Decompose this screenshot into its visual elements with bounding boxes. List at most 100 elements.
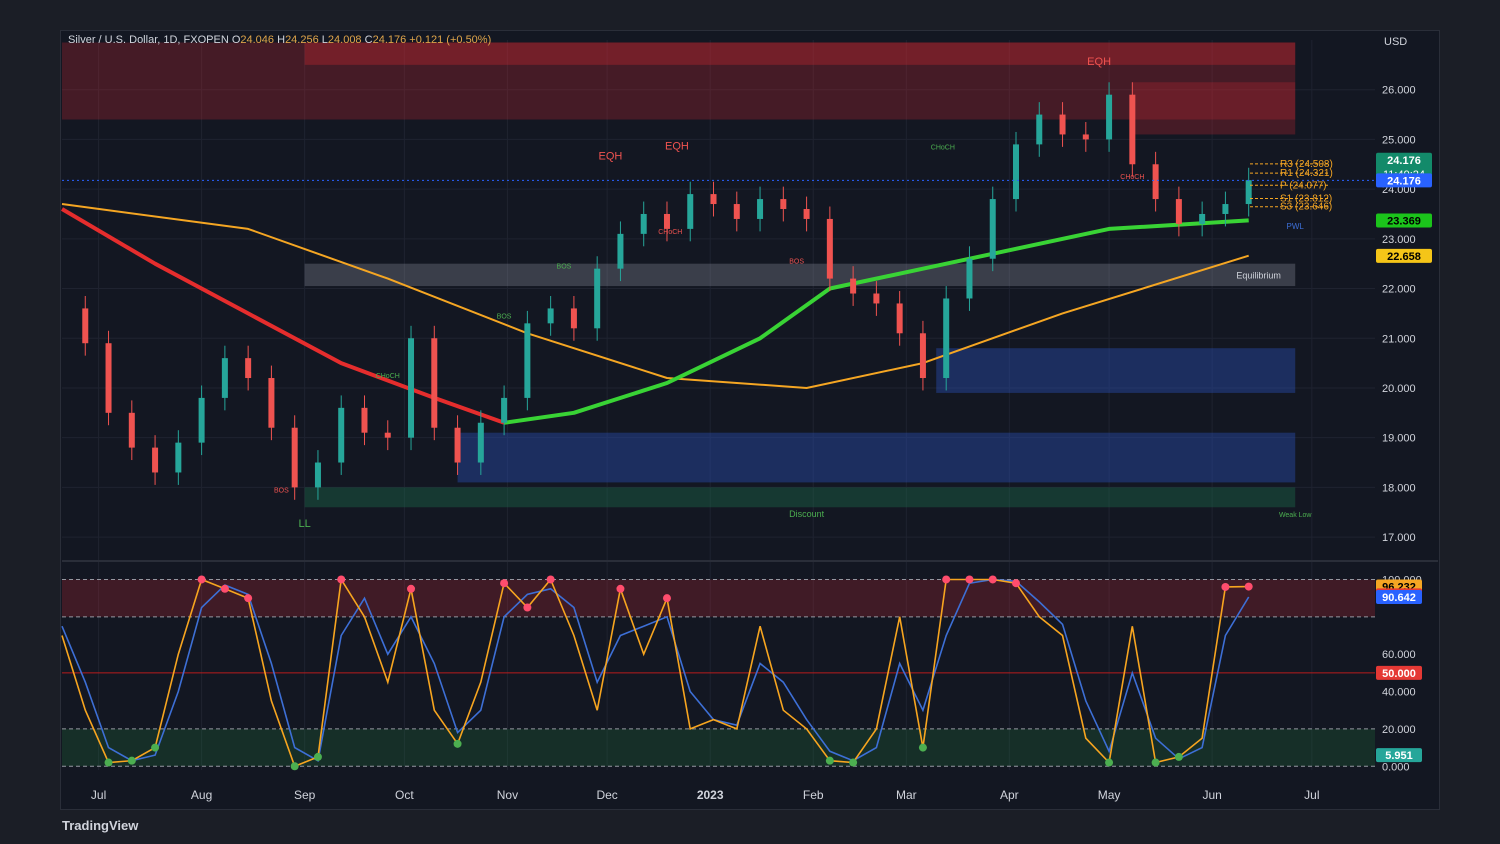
price-tick-label-3: 23.000 bbox=[1382, 234, 1416, 246]
close-value: 24.176 bbox=[372, 34, 407, 46]
pivot-label-2: P (24.077) bbox=[1280, 180, 1327, 191]
structure-label-15: PWL bbox=[1287, 222, 1305, 231]
open-label: O bbox=[231, 34, 241, 46]
osc-tick-label-3: 20.000 bbox=[1382, 724, 1416, 736]
structure-label-6: BOS bbox=[557, 264, 572, 271]
stoch-signal-dot-3 bbox=[127, 756, 136, 765]
zone-equilibrium-3 bbox=[304, 263, 1296, 287]
high-label: H bbox=[277, 34, 286, 46]
structure-label-5: CHoCH bbox=[658, 229, 682, 236]
pivot-label-3: S1 (23.812) bbox=[1280, 193, 1332, 204]
currency-label: USD bbox=[1384, 36, 1407, 48]
symbol-title: Silver / U.S. Dollar, 1D, FXOPEN bbox=[68, 34, 229, 46]
low-label: L bbox=[321, 34, 328, 46]
price-badge-2 bbox=[1376, 213, 1432, 228]
candle-body-4 bbox=[152, 447, 159, 473]
stoch-signal-dot-33 bbox=[825, 756, 834, 765]
stoch-signal-dot-34 bbox=[849, 758, 858, 767]
time-tick-label-2: Sep bbox=[294, 788, 316, 802]
stoch-signal-dot-7 bbox=[220, 584, 229, 593]
price-badge-3 bbox=[1376, 248, 1432, 263]
candle-body-26 bbox=[663, 213, 670, 229]
candle-body-20 bbox=[524, 323, 531, 398]
zone-demand-4 bbox=[936, 348, 1296, 393]
structure-label-0: EQH bbox=[1087, 56, 1111, 68]
osc-tick-label-4: 0.000 bbox=[1382, 761, 1410, 773]
time-tick-label-4: Nov bbox=[497, 788, 518, 802]
osc-badge-3 bbox=[1376, 665, 1422, 680]
candle-body-43 bbox=[1059, 114, 1066, 135]
candle-body-23 bbox=[594, 268, 601, 329]
candle-body-34 bbox=[850, 278, 857, 294]
close-label: C bbox=[364, 34, 373, 46]
stoch-signal-dot-41 bbox=[1012, 579, 1021, 588]
stoch-signal-dot-8 bbox=[244, 594, 253, 603]
open-value: 24.046 bbox=[240, 34, 275, 46]
stoch-signal-dot-37 bbox=[918, 743, 927, 752]
price-tick-label-0: 26.000 bbox=[1382, 85, 1416, 97]
pivot-label-4: S3 (23.646) bbox=[1280, 202, 1332, 213]
candle-body-15 bbox=[408, 338, 415, 438]
structure-label-1: EQH bbox=[599, 150, 623, 162]
stoch-signal-dot-26 bbox=[662, 594, 671, 603]
candle-body-19 bbox=[501, 397, 508, 423]
candle-body-49 bbox=[1199, 213, 1206, 224]
osc-badge-2 bbox=[1376, 589, 1422, 604]
candle-body-9 bbox=[268, 378, 275, 428]
candle-body-3 bbox=[128, 412, 135, 448]
change-value: +0.121 (+0.50%) bbox=[409, 34, 492, 46]
candle-body-7 bbox=[221, 358, 228, 398]
candle-body-50 bbox=[1222, 204, 1229, 214]
candle-body-18 bbox=[477, 422, 484, 463]
tradingview-logo[interactable]: TradingView bbox=[62, 818, 138, 833]
stoch-signal-dot-11 bbox=[313, 752, 322, 761]
candle-body-32 bbox=[803, 209, 810, 219]
pivot-label-0: R3 (24.508) bbox=[1280, 159, 1333, 170]
price-badge-text-2: 23.369 bbox=[1387, 215, 1421, 227]
structure-label-14: Equilibrium bbox=[1236, 271, 1281, 281]
stoch-signal-dot-4 bbox=[151, 743, 160, 752]
chart-frame[interactable] bbox=[60, 30, 1440, 810]
price-badge-text-1: 24.176 bbox=[1387, 175, 1421, 187]
candle-body-28 bbox=[710, 194, 717, 205]
price-tick-label-8: 18.000 bbox=[1382, 482, 1416, 494]
candle-body-44 bbox=[1082, 134, 1089, 140]
candle-body-25 bbox=[640, 213, 647, 234]
stoch-signal-dot-39 bbox=[965, 575, 974, 584]
osc-tick-label-2: 40.000 bbox=[1382, 687, 1416, 699]
candle-body-46 bbox=[1129, 94, 1136, 165]
slow-moving-average-line bbox=[61, 203, 1249, 389]
price-tick-label-6: 20.000 bbox=[1382, 383, 1416, 395]
symbol-legend[interactable]: Silver / U.S. Dollar, 1D, FXOPEN O24.046… bbox=[68, 34, 491, 46]
stoch-signal-dot-24 bbox=[616, 584, 625, 593]
time-tick-label-11: Jun bbox=[1202, 788, 1221, 802]
candle-body-31 bbox=[780, 199, 787, 210]
stoch-signal-dot-20 bbox=[523, 603, 532, 612]
stoch-signal-dot-6 bbox=[197, 575, 206, 584]
candle-body-21 bbox=[547, 308, 554, 324]
candle-body-17 bbox=[454, 427, 461, 463]
candle-body-16 bbox=[431, 338, 438, 428]
candle-body-37 bbox=[919, 333, 926, 379]
structure-label-2: EQH bbox=[665, 140, 689, 152]
candle-body-47 bbox=[1152, 164, 1159, 200]
low-value: 24.008 bbox=[327, 34, 362, 46]
structure-label-8: BOS bbox=[497, 313, 512, 320]
candle-body-41 bbox=[1013, 144, 1020, 200]
stoch-signal-dot-15 bbox=[407, 584, 416, 593]
structure-label-11: LL bbox=[299, 518, 311, 530]
candle-body-6 bbox=[198, 397, 205, 443]
candle-body-2 bbox=[105, 343, 112, 413]
stoch-signal-dot-19 bbox=[500, 579, 509, 588]
zone-demand-5 bbox=[457, 432, 1296, 483]
candle-body-48 bbox=[1175, 199, 1182, 224]
structure-label-7: BOS bbox=[789, 259, 804, 266]
time-tick-label-9: Apr bbox=[1000, 788, 1019, 802]
candle-body-22 bbox=[570, 308, 577, 329]
structure-label-9: CHoCH bbox=[376, 373, 400, 380]
candle-body-1 bbox=[82, 308, 89, 344]
stoch-signal-dot-12 bbox=[337, 575, 346, 584]
high-value: 24.256 bbox=[285, 34, 319, 46]
structure-label-10: BOS bbox=[274, 487, 289, 494]
